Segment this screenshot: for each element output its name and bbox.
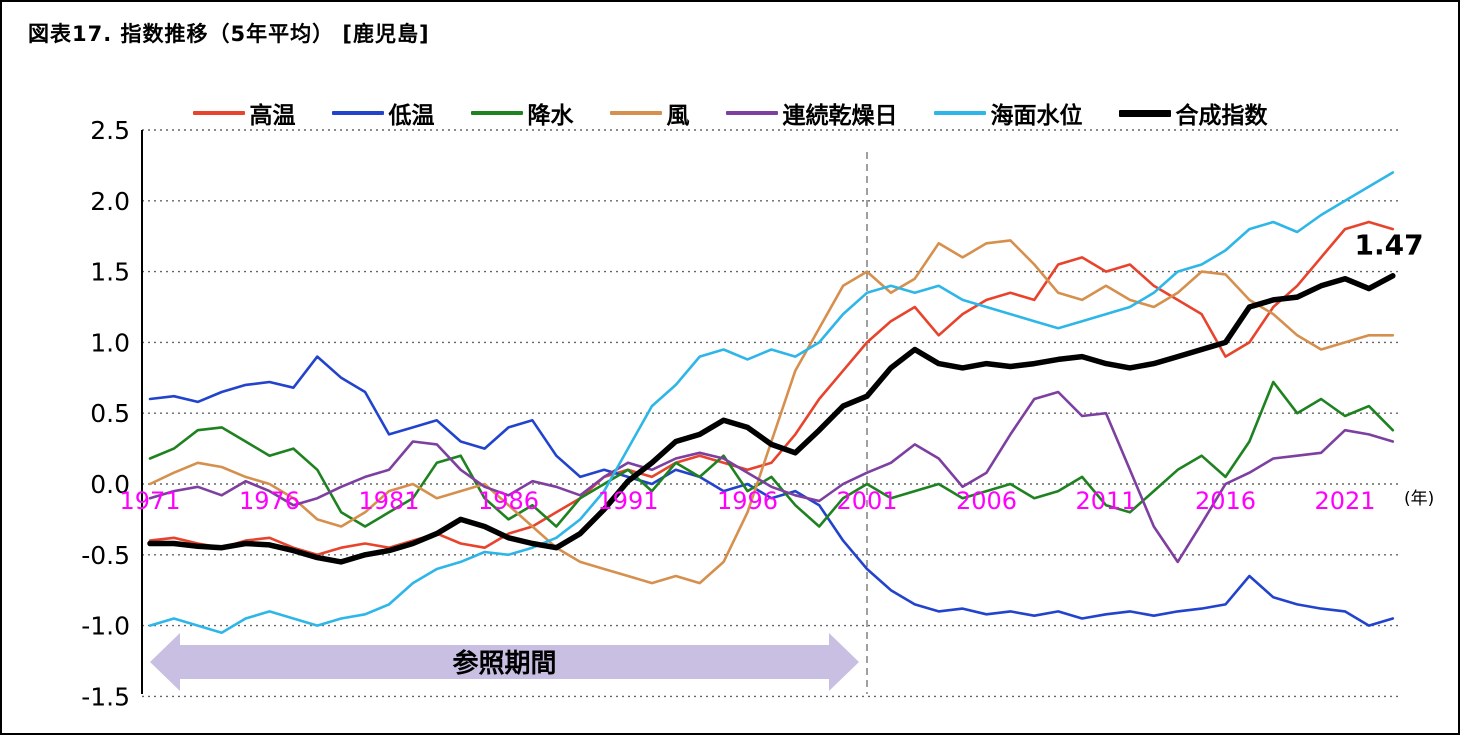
y-tick-label: 1.0: [90, 328, 130, 357]
y-tick-label: -1.0: [81, 612, 130, 641]
composite-end-value-annotation: 1.47: [1355, 229, 1424, 262]
legend-label-wind: 風: [666, 103, 690, 129]
legend-label-composite-index: 合成指数: [1175, 103, 1268, 129]
legend-label-high-temp: 高温: [249, 103, 296, 129]
reference-period-arrow: [150, 633, 859, 691]
x-tick-label: 2021: [1314, 487, 1375, 515]
legend-item-high-temp: 高温: [192, 96, 296, 130]
series-wind: [148, 239, 1395, 585]
y-tick-label: -0.5: [81, 541, 130, 570]
y-tick-label: 0.0: [90, 470, 130, 499]
x-tick-label: 2016: [1195, 487, 1256, 515]
x-tick-label: 1996: [717, 487, 778, 515]
legend-label-consecutive-dry-days: 連続乾燥日: [782, 103, 898, 129]
y-tick-label: 0.5: [90, 399, 130, 428]
x-tick-label: 1991: [597, 487, 658, 515]
legend-label-sea-level: 海面水位: [990, 103, 1083, 129]
x-tick-label: 1971: [119, 487, 180, 515]
series-consecutive-dry-days: [148, 390, 1395, 564]
series-precipitation: [148, 380, 1395, 528]
x-tick-label: 1986: [478, 487, 539, 515]
legend-swatch-sea-level: [933, 111, 986, 115]
legend-swatch-wind: [609, 111, 662, 115]
legend-swatch-composite-index: [1118, 109, 1171, 117]
y-tick-label: -1.5: [81, 682, 130, 711]
y-tick-label: 2.0: [90, 187, 130, 216]
legend-item-consecutive-dry-days: 連続乾燥日: [725, 96, 898, 130]
y-tick-label: 1.5: [90, 258, 130, 287]
legend-swatch-consecutive-dry-days: [725, 111, 778, 115]
x-tick-label: 2006: [956, 487, 1017, 515]
legend-item-wind: 風: [609, 96, 690, 130]
x-tick-label: 1981: [358, 487, 419, 515]
series-sea-level: [148, 171, 1395, 635]
figure-title: 図表17. 指数推移（5年平均） [鹿児島]: [28, 22, 430, 46]
legend-item-sea-level: 海面水位: [933, 96, 1083, 130]
series-high-temp: [148, 220, 1395, 557]
legend-swatch-high-temp: [192, 111, 245, 115]
x-tick-label: 2011: [1075, 487, 1136, 515]
legend-item-composite-index: 合成指数: [1118, 96, 1268, 130]
series-low-temp: [148, 355, 1395, 627]
x-axis-unit-label: (年): [1404, 489, 1434, 509]
legend-label-precipitation: 降水: [527, 103, 574, 129]
legend-item-precipitation: 降水: [470, 96, 574, 130]
legend-swatch-low-temp: [331, 111, 384, 115]
legend-item-low-temp: 低温: [331, 96, 435, 130]
legend-swatch-precipitation: [470, 111, 523, 115]
legend: 高温 低温 降水 風 連続乾燥日 海面水位 合成指数: [2, 96, 1458, 130]
x-tick-label: 1976: [239, 487, 300, 515]
y-tick-label: 2.5: [90, 116, 130, 145]
series-composite-index: [147, 273, 1396, 565]
x-tick-label: 2001: [836, 487, 897, 515]
reference-period-label: 参照期間: [452, 648, 556, 679]
legend-label-low-temp: 低温: [388, 103, 435, 129]
